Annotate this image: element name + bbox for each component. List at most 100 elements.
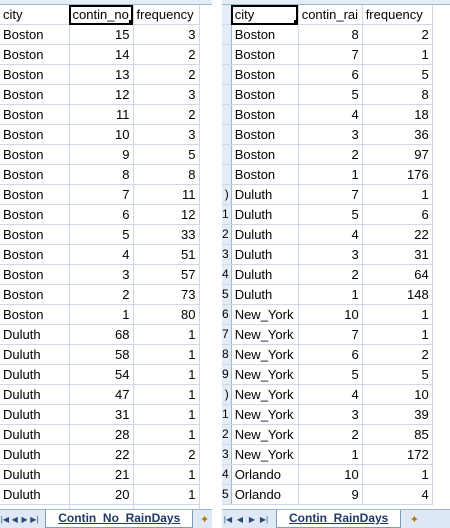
column-header-cell[interactable]: city	[0, 5, 70, 25]
row-number-fragment[interactable]: 1	[222, 204, 232, 225]
contin-cell[interactable]: 47	[69, 384, 134, 405]
contin-cell[interactable]: 3	[298, 404, 363, 425]
last-sheet-icon[interactable]: ▶|	[259, 514, 269, 524]
contin-cell[interactable]: 1	[298, 444, 363, 465]
frequency-cell[interactable]: 172	[362, 444, 433, 465]
city-cell[interactable]: Boston	[0, 184, 70, 205]
frequency-cell[interactable]: 97	[362, 144, 433, 165]
frequency-cell[interactable]: 3	[133, 24, 200, 45]
frequency-cell[interactable]: 5	[133, 144, 200, 165]
contin-cell[interactable]: 2	[298, 144, 363, 165]
city-cell[interactable]: New_York	[231, 364, 299, 385]
frequency-cell[interactable]: 176	[362, 164, 433, 185]
contin-cell[interactable]: 12	[69, 84, 134, 105]
city-cell[interactable]: Boston	[0, 144, 70, 165]
contin-cell[interactable]: 7	[69, 184, 134, 205]
contin-cell[interactable]: 5	[298, 364, 363, 385]
contin-cell[interactable]: 2	[298, 264, 363, 285]
frequency-cell[interactable]: 85	[362, 424, 433, 445]
prev-sheet-icon[interactable]: ◀	[236, 514, 244, 524]
frequency-cell[interactable]: 1	[133, 464, 200, 485]
contin-cell[interactable]: 8	[69, 164, 134, 185]
city-cell[interactable]: Duluth	[0, 404, 70, 425]
city-cell[interactable]: Duluth	[231, 264, 299, 285]
city-cell[interactable]: Duluth	[0, 424, 70, 445]
row-number-fragment[interactable]: 7	[222, 324, 232, 345]
frequency-cell[interactable]: 4	[362, 484, 433, 505]
frequency-cell[interactable]: 6	[362, 204, 433, 225]
city-cell[interactable]: Boston	[0, 24, 70, 45]
city-cell[interactable]: Duluth	[231, 244, 299, 265]
contin-cell[interactable]: 6	[69, 204, 134, 225]
sheet-tab-contin-no-raindays[interactable]: Contin_No_RainDays	[45, 510, 194, 528]
prev-sheet-icon[interactable]: ◀	[11, 514, 18, 524]
contin-cell[interactable]: 11	[69, 104, 134, 125]
city-cell[interactable]: Duluth	[231, 284, 299, 305]
frequency-cell[interactable]: 11	[133, 184, 200, 205]
frequency-cell[interactable]: 5	[362, 64, 433, 85]
frequency-cell[interactable]: 22	[362, 224, 433, 245]
frequency-cell[interactable]: 1	[362, 464, 433, 485]
frequency-cell[interactable]: 2	[362, 344, 433, 365]
city-cell[interactable]: New_York	[231, 424, 299, 445]
column-header-cell[interactable]: frequency	[362, 5, 433, 25]
row-number-fragment[interactable]: 4	[222, 264, 232, 285]
row-number-fragment[interactable]: 8	[222, 344, 232, 365]
row-number-fragment[interactable]: 5	[222, 284, 232, 305]
city-cell[interactable]: Boston	[231, 24, 299, 45]
frequency-cell[interactable]: 39	[362, 404, 433, 425]
city-cell[interactable]: New_York	[231, 444, 299, 465]
contin-cell[interactable]: 10	[298, 464, 363, 485]
contin-cell[interactable]: 20	[69, 484, 134, 505]
city-cell[interactable]: Boston	[231, 64, 299, 85]
frequency-cell[interactable]: 2	[362, 24, 433, 45]
city-cell[interactable]: Duluth	[0, 324, 70, 345]
contin-cell[interactable]: 4	[298, 104, 363, 125]
contin-cell[interactable]: 58	[69, 344, 134, 365]
contin-cell[interactable]: 5	[298, 204, 363, 225]
city-cell[interactable]: Duluth	[0, 484, 70, 505]
city-cell[interactable]: Boston	[0, 44, 70, 65]
city-cell[interactable]: Duluth	[231, 184, 299, 205]
row-number-fragment[interactable]	[222, 104, 232, 125]
row-number-fragment[interactable]: 1	[222, 404, 232, 425]
frequency-cell[interactable]: 12	[133, 204, 200, 225]
column-header-cell[interactable]: contin_no	[69, 5, 134, 25]
frequency-cell[interactable]: 1	[133, 324, 200, 345]
contin-cell[interactable]: 13	[69, 64, 134, 85]
contin-cell[interactable]: 7	[298, 44, 363, 65]
frequency-cell[interactable]: 80	[133, 304, 200, 325]
column-header-cell[interactable]: frequency	[133, 5, 200, 25]
row-number-fragment[interactable]	[222, 124, 232, 145]
next-sheet-icon[interactable]: ▶	[248, 514, 256, 524]
frequency-cell[interactable]: 1	[133, 364, 200, 385]
contin-cell[interactable]: 5	[298, 84, 363, 105]
frequency-cell[interactable]: 10	[362, 384, 433, 405]
contin-cell[interactable]: 3	[69, 264, 134, 285]
frequency-cell[interactable]: 3	[133, 84, 200, 105]
city-cell[interactable]: Boston	[0, 304, 70, 325]
sheet-tab-contin-raindays[interactable]: Contin_RainDays	[276, 510, 402, 528]
frequency-cell[interactable]: 57	[133, 264, 200, 285]
city-cell[interactable]: New_York	[231, 404, 299, 425]
contin-cell[interactable]: 6	[298, 64, 363, 85]
contin-cell[interactable]: 3	[298, 244, 363, 265]
contin-cell[interactable]: 4	[298, 224, 363, 245]
frequency-cell[interactable]: 1	[362, 304, 433, 325]
contin-cell[interactable]: 2	[69, 284, 134, 305]
frequency-cell[interactable]: 1	[362, 184, 433, 205]
city-cell[interactable]: Boston	[231, 124, 299, 145]
city-cell[interactable]: Duluth	[0, 344, 70, 365]
contin-cell[interactable]: 14	[69, 44, 134, 65]
frequency-cell[interactable]: 18	[362, 104, 433, 125]
city-cell[interactable]: Duluth	[0, 364, 70, 385]
row-number-fragment[interactable]	[222, 64, 232, 85]
contin-cell[interactable]: 28	[69, 424, 134, 445]
contin-cell[interactable]: 31	[69, 404, 134, 425]
city-cell[interactable]: Boston	[0, 224, 70, 245]
contin-cell[interactable]: 8	[298, 24, 363, 45]
frequency-cell[interactable]: 31	[362, 244, 433, 265]
frequency-cell[interactable]: 1	[133, 484, 200, 505]
frequency-cell[interactable]: 2	[133, 444, 200, 465]
city-cell[interactable]: New_York	[231, 324, 299, 345]
